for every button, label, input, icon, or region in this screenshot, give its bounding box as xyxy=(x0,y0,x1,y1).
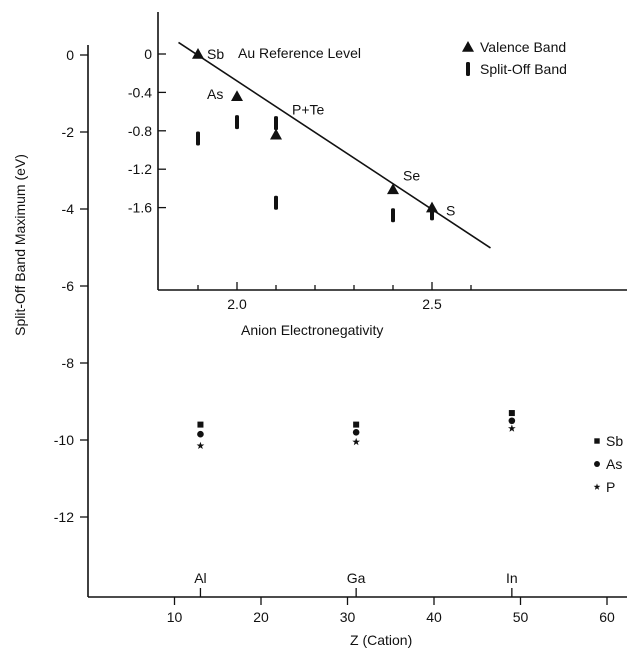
legend-label-valence-band: Valence Band xyxy=(480,39,566,55)
main-y-tick-label: -6 xyxy=(62,278,75,294)
legend-label-split-off-band: Split-Off Band xyxy=(480,61,567,77)
main-x-tick-label: 60 xyxy=(599,609,615,625)
main-x-tick-label: 40 xyxy=(426,609,442,625)
point-sb xyxy=(197,421,204,428)
anion-label: S xyxy=(446,203,455,219)
split-off-band-point xyxy=(196,131,200,146)
main-y-tick-label: -4 xyxy=(62,201,75,217)
point-as xyxy=(197,430,204,438)
point-as xyxy=(508,417,516,425)
au-reference-level-annotation: Au Reference Level xyxy=(238,45,361,61)
main-y-axis-title: Split-Off Band Maximum (eV) xyxy=(12,154,28,336)
main-y-tick-label: -8 xyxy=(62,355,75,371)
main-x-tick-label: 50 xyxy=(513,609,529,625)
inset-y-tick-label: 0 xyxy=(144,46,152,62)
point-sb xyxy=(353,421,360,428)
split-off-band-point xyxy=(235,115,239,130)
cation-label: In xyxy=(506,570,518,586)
main-y-tick-label: -2 xyxy=(62,124,75,140)
legend-label-as: As xyxy=(606,456,622,472)
point-sb xyxy=(508,410,515,417)
main-x-tick-label: 20 xyxy=(253,609,269,625)
valence-band-point xyxy=(387,183,399,195)
inset-x-axis-title: Anion Electronegativity xyxy=(241,322,383,338)
main-x-tick-label: 30 xyxy=(340,609,356,625)
split-off-band-point xyxy=(391,208,395,223)
main-x-axis-title: Z (Cation) xyxy=(350,632,412,648)
legend-marker-valence-band xyxy=(462,41,474,52)
inset-y-tick-label: -0.4 xyxy=(128,84,152,100)
legend-marker-split-off-band xyxy=(466,62,470,76)
legend-label-p: P xyxy=(606,479,615,495)
split-off-band-point xyxy=(430,206,434,221)
legend-marker-p xyxy=(593,483,601,490)
inset-y-tick-label: -1.6 xyxy=(128,200,152,216)
point-p xyxy=(352,437,360,446)
cation-label: Al xyxy=(194,570,206,586)
point-as xyxy=(352,429,360,436)
inset-x-tick-label: 2.0 xyxy=(227,296,247,312)
valence-band-point xyxy=(192,48,204,59)
inset-y-tick-label: -1.2 xyxy=(128,161,152,177)
point-p xyxy=(508,424,516,432)
legend-marker-as xyxy=(594,461,600,467)
point-p xyxy=(196,441,205,449)
valence-band-point xyxy=(270,128,282,140)
valence-band-point xyxy=(231,90,243,102)
split-off-band-point xyxy=(274,195,278,210)
anion-label: Sb xyxy=(207,46,224,62)
cation-label: Ga xyxy=(347,570,366,586)
main-y-tick-label: -10 xyxy=(54,432,74,448)
legend-label-sb: Sb xyxy=(606,433,623,449)
main-x-tick-label: 10 xyxy=(167,609,183,625)
main-y-tick-label: 0 xyxy=(66,47,74,63)
main-y-tick-label: -12 xyxy=(54,509,74,525)
anion-label: P+Te xyxy=(292,102,325,118)
anion-label: Se xyxy=(403,167,420,183)
legend-marker-sb xyxy=(594,438,600,444)
inset-y-tick-label: -0.8 xyxy=(128,123,152,139)
trend-line xyxy=(178,41,491,249)
anion-label: As xyxy=(207,86,223,102)
inset-x-tick-label: 2.5 xyxy=(422,296,442,312)
split-off-band-point xyxy=(274,116,278,131)
